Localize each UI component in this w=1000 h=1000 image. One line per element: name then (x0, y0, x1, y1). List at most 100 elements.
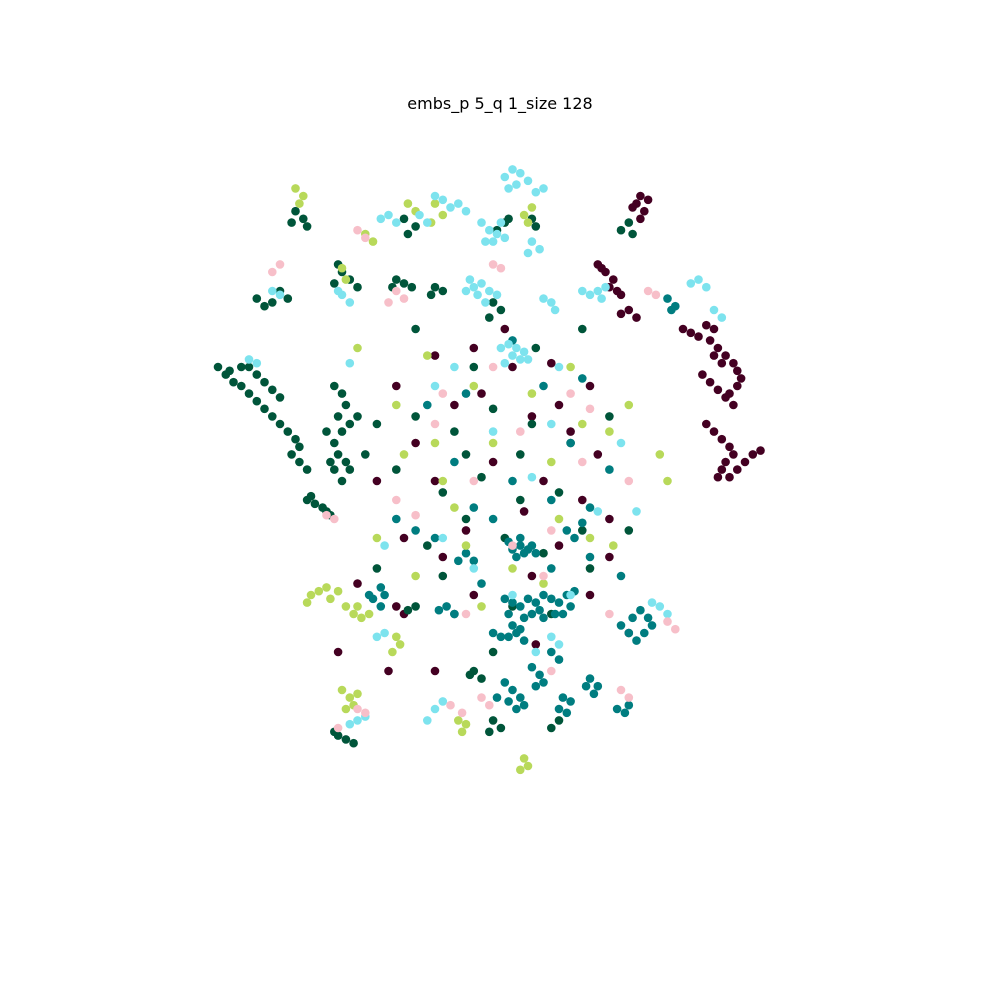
scatter-point (713, 343, 723, 353)
scatter-point (539, 579, 548, 588)
scatter-point (616, 290, 626, 300)
scatter-point (504, 184, 513, 193)
scatter-point (469, 564, 479, 573)
scatter-point (341, 704, 351, 714)
scatter-point (756, 446, 765, 455)
scatter-point (578, 286, 587, 296)
scatter-point (415, 210, 424, 220)
series-5 (268, 225, 680, 733)
scatter-point (411, 438, 420, 448)
scatter-point (477, 674, 486, 683)
scatter-point (523, 218, 533, 227)
scatter-point (399, 279, 409, 288)
scatter-point (504, 339, 513, 349)
scatter-point (357, 613, 366, 623)
scatter-point (488, 647, 498, 657)
scatter-point (531, 343, 541, 353)
scatter-point (523, 355, 533, 364)
scatter-point (372, 564, 382, 573)
scatter-point (430, 533, 440, 543)
scatter-point (488, 457, 498, 467)
scatter-point (399, 533, 409, 543)
scatter-point (663, 617, 672, 626)
scatter-point (558, 693, 568, 702)
scatter-point (554, 716, 564, 725)
scatter-point (423, 716, 432, 725)
scatter-point (694, 332, 703, 341)
scatter-point (461, 286, 471, 296)
scatter-point (411, 412, 420, 421)
scatter-point (523, 594, 533, 604)
scatter-point (500, 233, 510, 243)
scatter-point (624, 218, 634, 227)
scatter-point (535, 244, 544, 254)
scatter-point (705, 377, 715, 387)
scatter-point (508, 621, 517, 630)
scatter-point (516, 355, 525, 364)
scatter-point (566, 438, 575, 448)
scatter-point (368, 594, 378, 604)
scatter-point (709, 427, 719, 436)
scatter-point (426, 290, 436, 300)
scatter-point (519, 347, 529, 357)
scatter-point (531, 598, 541, 607)
scatter-point (423, 541, 432, 550)
scatter-point (496, 305, 506, 315)
scatter-point (481, 298, 490, 307)
scatter-point (539, 476, 548, 486)
scatter-point (384, 210, 393, 220)
scatter-point (516, 693, 525, 702)
scatter-point (585, 674, 595, 683)
scatter-point (643, 613, 653, 623)
scatter-point (663, 609, 672, 619)
scatter-point (516, 168, 525, 178)
scatter-point (527, 237, 537, 246)
scatter-point (485, 727, 494, 737)
scatter-point (461, 389, 471, 398)
scatter-point (554, 640, 564, 649)
scatter-point (605, 514, 614, 524)
scatter-point (508, 362, 517, 372)
scatter-point (469, 503, 479, 512)
scatter-point (488, 514, 498, 524)
scatter-point (554, 488, 564, 497)
scatter-point (527, 571, 537, 581)
scatter-point (322, 427, 331, 436)
scatter-point (694, 275, 703, 284)
scatter-point (434, 605, 444, 615)
scatter-point (667, 305, 676, 315)
scatter-point (438, 571, 448, 581)
scatter-point (333, 586, 343, 596)
scatter-point (516, 427, 525, 436)
scatter-point (585, 290, 595, 300)
scatter-point (748, 450, 758, 459)
scatter-point (260, 377, 269, 387)
scatter-point (430, 438, 440, 448)
scatter-point (295, 457, 304, 467)
scatter-point (527, 389, 537, 398)
scatter-point (547, 564, 556, 573)
scatter-point (333, 286, 343, 296)
scatter-point (605, 609, 614, 619)
scatter-point (624, 400, 634, 410)
scatter-point (302, 465, 312, 474)
scatter-point (740, 457, 750, 467)
scatter-point (523, 176, 533, 186)
scatter-point (454, 556, 463, 566)
scatter-point (527, 412, 537, 421)
scatter-point (488, 362, 498, 372)
scatter-point (624, 628, 634, 638)
scatter-point (330, 465, 339, 474)
scatter-point (330, 279, 339, 288)
scatter-point (531, 681, 541, 691)
scatter-point (287, 450, 296, 459)
scatter-point (403, 229, 413, 239)
scatter-point (368, 237, 378, 246)
scatter-point (333, 450, 343, 459)
scatter-point (488, 427, 498, 436)
scatter-point (496, 632, 506, 642)
scatter-point (663, 476, 672, 486)
scatter-point (477, 218, 486, 227)
scatter-point (597, 294, 606, 303)
scatter-point (616, 621, 626, 630)
